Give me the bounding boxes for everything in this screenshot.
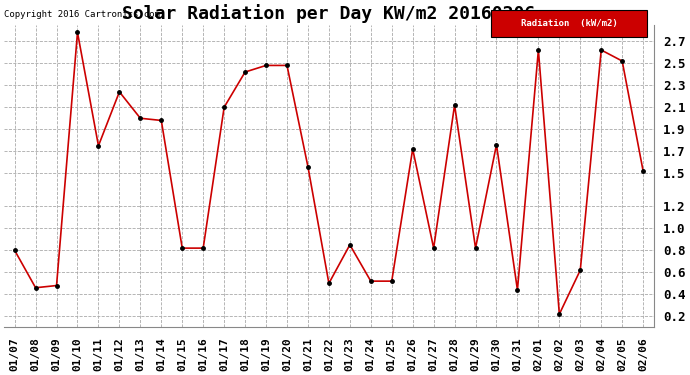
- Title: Solar Radiation per Day KW/m2 20160206: Solar Radiation per Day KW/m2 20160206: [122, 4, 535, 23]
- Text: Copyright 2016 Cartronics.com: Copyright 2016 Cartronics.com: [4, 10, 160, 19]
- FancyBboxPatch shape: [491, 10, 647, 37]
- Text: Radiation  (kW/m2): Radiation (kW/m2): [521, 19, 618, 28]
